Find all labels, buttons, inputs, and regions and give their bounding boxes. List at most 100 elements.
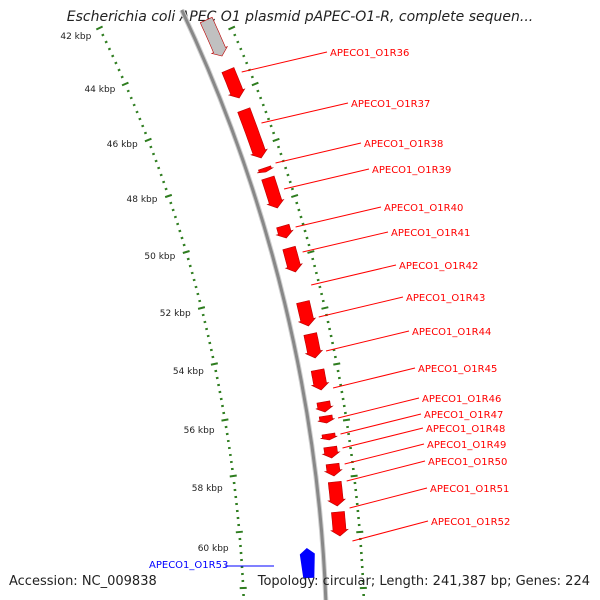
- gene-arrow-53[interactable]: [299, 548, 315, 579]
- tick-mark: [129, 96, 133, 100]
- gene-label[interactable]: APECO1_O1R51: [430, 484, 509, 495]
- tick-mark: [120, 75, 124, 79]
- tick-label: 48 kbp: [127, 195, 158, 205]
- gene-leader-line: [352, 520, 429, 542]
- tick-mark: [198, 299, 202, 303]
- tick-mark: [180, 236, 184, 240]
- tick-label: 46 kbp: [107, 140, 138, 150]
- tick-label: 50 kbp: [144, 252, 175, 262]
- gene-leader-line: [261, 102, 349, 124]
- gene-label[interactable]: APECO1_O1R45: [418, 364, 497, 375]
- tick-mark: [313, 264, 317, 268]
- gene-leader-line: [283, 168, 370, 190]
- gene-label[interactable]: APECO1_O1R36: [330, 48, 409, 59]
- gene-arrow-49[interactable]: [323, 462, 343, 477]
- tick-mark: [159, 173, 163, 177]
- gene-arrow-41[interactable]: [282, 245, 303, 273]
- tick-mark: [186, 257, 190, 261]
- gene-arrow-50[interactable]: [327, 480, 347, 507]
- tick-mark: [104, 40, 108, 44]
- tick-mark: [242, 54, 246, 58]
- tick-mark: [321, 299, 325, 303]
- tick-mark: [290, 187, 294, 191]
- gene-label[interactable]: APECO1_O1R49: [427, 440, 506, 451]
- tick-mark: [261, 103, 265, 107]
- gene-label[interactable]: APECO1_O1R43: [406, 293, 485, 304]
- gene-arrow-48[interactable]: [321, 445, 341, 459]
- tick-mark: [117, 68, 121, 72]
- tick-mark: [233, 33, 237, 37]
- tick-mark: [305, 236, 309, 240]
- tick-mark: [332, 348, 336, 352]
- tick-mark: [176, 222, 180, 226]
- tick-mark: [290, 194, 299, 198]
- gene-label[interactable]: APECO1_O1R39: [372, 165, 451, 176]
- tick-mark: [307, 250, 315, 254]
- tick-mark: [197, 306, 206, 310]
- gene-label[interactable]: APECO1_O1R38: [364, 139, 443, 150]
- gene-label[interactable]: APECO1_O1R50: [428, 457, 507, 468]
- gene-arrow-40[interactable]: [275, 223, 294, 239]
- gene-arrow-42[interactable]: [296, 300, 317, 327]
- tick-mark: [157, 166, 161, 170]
- gene-leader-line: [295, 206, 382, 228]
- tick-mark: [178, 229, 182, 233]
- tick-mark: [209, 348, 213, 352]
- tick-mark: [154, 159, 158, 163]
- gene-arrow-45[interactable]: [315, 400, 334, 413]
- topology-label: Topology: circular; Length: 241,387 bp; …: [257, 574, 590, 589]
- tick-mark: [211, 355, 215, 359]
- tick-mark: [250, 75, 254, 79]
- gene-label[interactable]: APECO1_O1R52: [431, 517, 510, 528]
- tick-mark: [318, 285, 322, 289]
- tick-mark: [297, 208, 301, 212]
- gene-arrow-partial[interactable]: [199, 16, 229, 57]
- gene-label[interactable]: APECO1_O1R42: [399, 261, 478, 272]
- gene-label[interactable]: APECO1_O1R48: [426, 424, 505, 435]
- gene-label[interactable]: APECO1_O1R46: [422, 394, 501, 405]
- gene-label[interactable]: APECO1_O1R44: [412, 327, 491, 338]
- tick-mark: [311, 257, 315, 261]
- tick-mark: [121, 81, 129, 87]
- tick-mark: [196, 292, 200, 296]
- tick-mark: [229, 474, 237, 478]
- tick-mark: [111, 54, 115, 58]
- tick-mark: [182, 250, 190, 254]
- tick-mark: [141, 124, 145, 128]
- gene-arrow-36[interactable]: [221, 67, 246, 99]
- gene-label[interactable]: APECO1_O1R53: [149, 560, 228, 571]
- gene-arrow-38[interactable]: [257, 165, 274, 174]
- gene-label[interactable]: APECO1_O1R40: [384, 203, 463, 214]
- tick-mark: [314, 271, 318, 275]
- tick-mark: [286, 173, 290, 177]
- gene-label[interactable]: APECO1_O1R37: [351, 99, 430, 110]
- gene-label[interactable]: APECO1_O1R47: [424, 410, 503, 421]
- gene-arrow-47[interactable]: [320, 432, 338, 441]
- accession-label: Accession: NC_009838: [9, 574, 157, 589]
- tick-mark: [188, 264, 192, 268]
- gene-arrow-37[interactable]: [237, 107, 268, 159]
- tick-mark: [164, 187, 168, 191]
- gene-arrow-46[interactable]: [317, 414, 335, 424]
- gene-arrow-39[interactable]: [261, 175, 285, 209]
- tick-mark: [356, 530, 364, 534]
- gene-label[interactable]: APECO1_O1R41: [391, 228, 470, 239]
- gene-arrow-44[interactable]: [310, 368, 330, 391]
- tick-mark: [245, 61, 249, 65]
- tick-mark: [171, 208, 175, 212]
- gene-arrow-51[interactable]: [330, 511, 349, 537]
- tick-mark: [214, 369, 218, 373]
- tick-mark: [228, 25, 236, 31]
- tick-label: 56 kbp: [184, 426, 215, 436]
- tick-label: 54 kbp: [173, 367, 204, 377]
- tick-mark: [239, 47, 243, 51]
- tick-mark: [192, 278, 196, 282]
- tick-mark: [328, 327, 332, 331]
- gene-leader-line: [325, 330, 410, 352]
- gene-arrow-43[interactable]: [303, 332, 324, 359]
- tick-mark: [190, 271, 194, 275]
- tick-mark: [210, 362, 218, 366]
- tick-mark: [331, 341, 335, 345]
- tick-mark: [276, 145, 281, 149]
